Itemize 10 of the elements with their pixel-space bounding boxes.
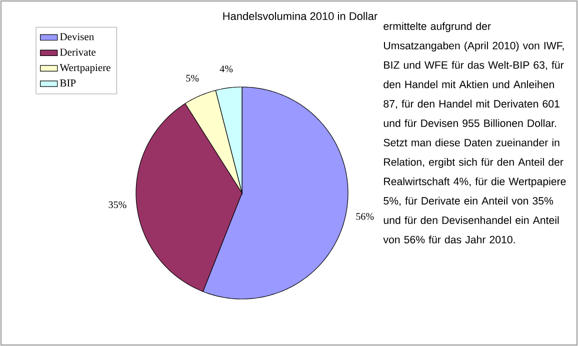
legend-label: Wertpapiere xyxy=(60,64,110,74)
data-label: 35% xyxy=(108,201,126,208)
data-label: 56% xyxy=(356,213,374,220)
chart-title: Handelsvolumina 2010 in Dollar xyxy=(223,12,378,20)
text: ermittelte aufgrund der Umsatzangaben (April 2010) von IWF, BIZ und WFE für das Welt-BIP 63, für den Handel mit Aktien und Anleihen 87, für den Handel mit Derivaten 601 und für Devisen 955 Billionen Dollar. Setzt man diese Daten zueinander in Relation, ergibt sich für den Anteil der Realwirtschaft 4%, für die Wertpapiere 5%, für Derivate ein Anteil von 35% und für den Devisenhandel ein Anteil von 56% für das Jahr 2010. xyxy=(383,22,566,244)
data-label: 4% xyxy=(220,66,233,72)
legend-label: Derivate xyxy=(60,48,96,56)
legend-label: BIP xyxy=(60,80,76,86)
data-label: 5% xyxy=(186,74,199,82)
legend-label: Devisen xyxy=(60,33,94,40)
